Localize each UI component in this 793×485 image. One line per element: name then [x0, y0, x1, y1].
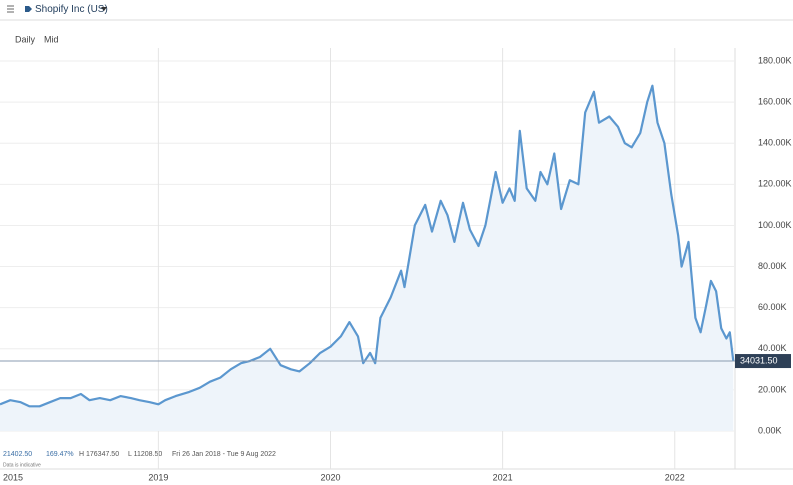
menu-icon[interactable]	[7, 5, 14, 13]
y-tick-label: 120.00K	[758, 179, 792, 189]
x-tick-label: 2021	[493, 472, 513, 482]
stat: L 11208.50	[128, 451, 162, 458]
y-tick-label: 160.00K	[758, 96, 792, 106]
note: Data is indicative	[3, 462, 41, 468]
price-type-button[interactable]: Mid	[44, 34, 59, 44]
instrument-title[interactable]: Shopify Inc (US)	[35, 4, 108, 15]
y-tick-label: 40.00K	[758, 343, 787, 353]
interval-button[interactable]: Daily	[15, 34, 36, 44]
dropdown-arrow[interactable]	[101, 7, 107, 11]
area	[0, 85, 734, 431]
x-tick-label: 2015	[3, 472, 23, 482]
y-tick-label: 100.00K	[758, 220, 792, 230]
stat: 169.47%	[46, 451, 74, 458]
price-line	[0, 84, 735, 408]
stat: 21402.50	[3, 451, 32, 458]
last-price-label: 34031.50	[740, 355, 778, 365]
x-tick-label: 2022	[665, 472, 685, 482]
y-tick-label: 80.00K	[758, 261, 787, 271]
y-tick-label: 60.00K	[758, 302, 787, 312]
stat: Fri 26 Jan 2018 - Tue 9 Aug 2022	[172, 451, 276, 458]
y-tick-label: 20.00K	[758, 384, 787, 394]
toolbar	[0, 0, 793, 20]
x-tick-label: 2020	[320, 472, 340, 482]
stat: H 176347.50	[79, 451, 119, 458]
y-tick-label: 0.00K	[758, 425, 782, 435]
x-tick-label: 2019	[148, 472, 168, 482]
last-price-box	[735, 354, 791, 369]
y-tick-label: 140.00K	[758, 138, 792, 148]
y-tick-label: 180.00K	[758, 55, 792, 65]
tag-icon	[25, 6, 32, 12]
